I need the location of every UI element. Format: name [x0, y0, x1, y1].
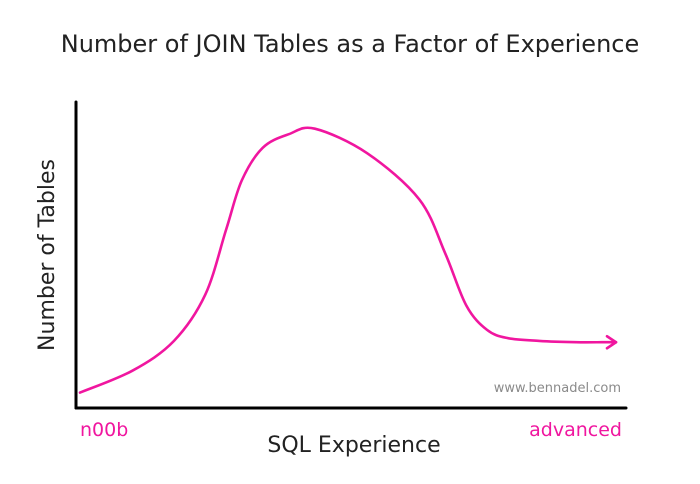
series-line-experience [78, 126, 618, 394]
chart-title: Number of JOIN Tables as a Factor of Exp… [61, 30, 640, 58]
y-axis-label: Number of Tables [35, 159, 60, 351]
x-axis-label: SQL Experience [267, 433, 440, 458]
x-tick-label-start: n00b [80, 419, 128, 441]
series-arrowhead [605, 334, 618, 350]
watermark-text: www.bennadel.com [494, 381, 621, 396]
x-tick-label-end: advanced [529, 419, 622, 441]
